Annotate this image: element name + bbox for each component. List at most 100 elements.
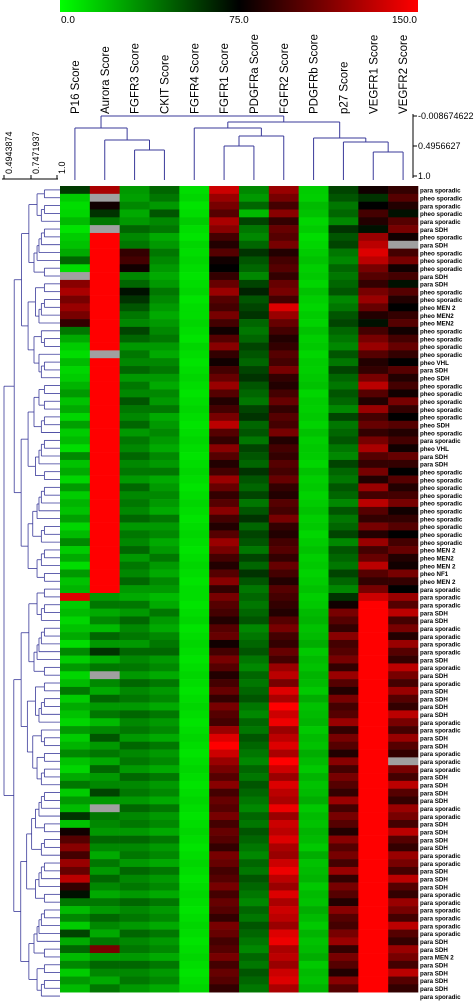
heatmap-cell: [119, 499, 150, 508]
heatmap-cell: [149, 295, 180, 304]
heatmap-cell: [119, 326, 150, 336]
heatmap-cell: [149, 546, 180, 555]
heatmap-cell: [209, 632, 240, 641]
heatmap-cell: [388, 311, 419, 320]
heatmap-cell: [239, 694, 270, 703]
row-label: para SDH: [420, 712, 448, 719]
heatmap-cell: [388, 491, 419, 500]
heatmap-cell: [209, 843, 240, 852]
row-label: pheo sporadic: [420, 344, 463, 351]
heatmap-cell: [179, 953, 210, 962]
heatmap-cell: [239, 906, 270, 915]
heatmap-cell: [328, 984, 359, 993]
row-label: para sporadic: [420, 806, 461, 813]
heatmap-cell: [328, 585, 359, 594]
heatmap-cell: [149, 499, 180, 508]
heatmap-cell: [388, 546, 419, 555]
heatmap-cell: [268, 827, 299, 836]
heatmap-cell: [89, 874, 120, 883]
column-dendrogram: [74, 115, 404, 180]
heatmap-cells: [60, 186, 419, 993]
heatmap-cell: [60, 851, 91, 860]
heatmap-cell: [149, 647, 180, 656]
heatmap-cell: [149, 279, 180, 289]
heatmap-cell: [358, 616, 389, 625]
heatmap-cell: [209, 538, 240, 547]
heatmap-cell: [328, 530, 359, 539]
heatmap-cell: [239, 326, 270, 336]
heatmap-cell: [209, 835, 240, 844]
heatmap-cell: [119, 953, 150, 962]
heatmap-cell: [149, 232, 180, 242]
heatmap-cell: [388, 412, 419, 422]
heatmap-cell: [179, 467, 210, 476]
heatmap-cell: [298, 945, 329, 954]
heatmap-cell: [328, 827, 359, 836]
heatmap-cell: [298, 475, 329, 484]
heatmap-cell: [179, 882, 210, 891]
heatmap-cell: [89, 632, 120, 641]
heatmap-cell: [388, 679, 419, 688]
heatmap-cell: [89, 444, 120, 453]
heatmap-cell: [328, 405, 359, 414]
heatmap-cell: [209, 953, 240, 962]
heatmap-cell: [388, 256, 419, 265]
heatmap-cell: [328, 436, 359, 445]
heatmap-cell: [268, 913, 299, 923]
heatmap-cell: [149, 538, 180, 547]
heatmap-cell: [268, 342, 299, 351]
heatmap-cell: [89, 436, 120, 445]
heatmap-cell: [268, 874, 299, 883]
row-label: para sporadic: [420, 923, 461, 930]
heatmap-cell: [179, 506, 210, 516]
heatmap-cell: [239, 311, 270, 320]
heatmap-cell: [388, 819, 419, 829]
heatmap-cell: [60, 350, 91, 359]
heatmap-cell: [358, 898, 389, 907]
heatmap-cell: [358, 921, 389, 930]
heatmap-cell: [239, 616, 270, 625]
heatmap-cell: [298, 444, 329, 453]
heatmap-cell: [268, 773, 299, 782]
heatmap-cell: [89, 804, 120, 813]
heatmap-cell: [149, 616, 180, 625]
heatmap-cell: [239, 600, 270, 609]
heatmap-cell: [268, 780, 299, 789]
heatmap-cell: [239, 491, 270, 500]
heatmap-cell: [239, 240, 270, 249]
heatmap-cell: [328, 428, 359, 437]
heatmap-cell: [89, 193, 120, 202]
row-label: para SDH: [420, 462, 448, 469]
heatmap-cell: [388, 319, 419, 328]
heatmap-cell: [328, 757, 359, 766]
heatmap-cell: [60, 311, 91, 320]
heatmap-cell: [119, 819, 150, 829]
heatmap-cell: [358, 452, 389, 461]
row-label: para SDH: [420, 822, 448, 829]
heatmap-cell: [60, 796, 91, 805]
heatmap-cell: [298, 186, 329, 195]
heatmap-cell: [328, 546, 359, 555]
row-label: para SDH: [420, 673, 448, 680]
heatmap-cell: [119, 859, 150, 868]
heatmap-cell: [388, 788, 419, 797]
heatmap-cell: [358, 976, 389, 985]
row-label: pheo sporadic: [420, 501, 463, 508]
heatmap-cell: [388, 538, 419, 547]
heatmap-cell: [179, 632, 210, 641]
heatmap-cell: [60, 326, 91, 336]
heatmap-cell: [119, 350, 150, 359]
heatmap-cell: [209, 671, 240, 680]
heatmap-cell: [119, 929, 150, 938]
heatmap-cell: [298, 608, 329, 617]
heatmap-cell: [298, 279, 329, 289]
heatmap-cell: [179, 491, 210, 500]
heatmap-cell: [268, 452, 299, 461]
heatmap-cell: [179, 405, 210, 414]
heatmap-cell: [119, 945, 150, 954]
heatmap-cell: [60, 632, 91, 641]
row-label: para sporadic: [420, 994, 461, 1001]
heatmap-cell: [298, 663, 329, 672]
row-label: para SDH: [420, 845, 448, 852]
heatmap-cell: [239, 984, 270, 993]
